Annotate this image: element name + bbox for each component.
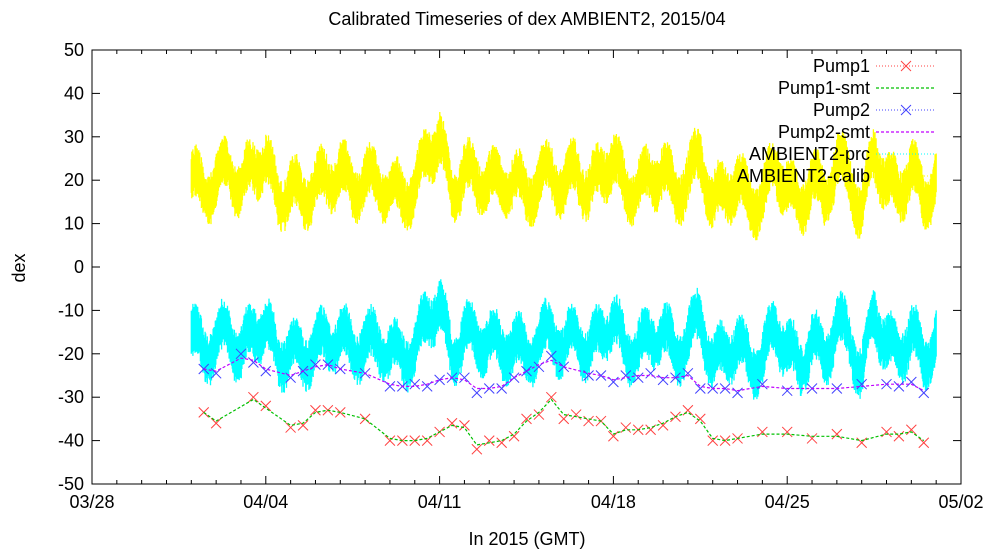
legend-label: Pump2 xyxy=(813,100,870,120)
x-tick-label: 04/11 xyxy=(418,492,462,512)
y-axis-title: dex xyxy=(9,253,29,282)
chart-title: Calibrated Timeseries of dex AMBIENT2, 2… xyxy=(328,9,725,29)
series-ambient2-prc xyxy=(191,279,936,399)
y-tick-label: 50 xyxy=(64,40,84,60)
y-tick-label: 20 xyxy=(64,170,84,190)
y-tick-label: 10 xyxy=(64,214,84,234)
x-tick-label: 05/02 xyxy=(938,492,983,512)
series-band xyxy=(191,279,936,399)
legend-label: Pump1-smt xyxy=(778,78,870,98)
legend-label: Pump1 xyxy=(813,56,870,76)
y-tick-label: -20 xyxy=(58,344,84,364)
y-tick-label: -30 xyxy=(58,387,84,407)
x-tick-label: 04/04 xyxy=(243,492,288,512)
x-axis-title: In 2015 (GMT) xyxy=(468,529,585,549)
y-tick-label: 30 xyxy=(64,127,84,147)
legend-label: AMBIENT2-calib xyxy=(737,166,870,186)
series-pump1 xyxy=(199,392,929,454)
legend-label: Pump2-smt xyxy=(778,122,870,142)
y-tick-label: -10 xyxy=(58,300,84,320)
legend-label: AMBIENT2-prc xyxy=(749,144,870,164)
y-tick-label: -40 xyxy=(58,431,84,451)
x-tick-label: 04/25 xyxy=(765,492,810,512)
x-tick-label: 03/28 xyxy=(69,492,114,512)
y-tick-label: 0 xyxy=(74,257,84,277)
y-tick-label: 40 xyxy=(64,83,84,103)
y-tick-label: -50 xyxy=(58,474,84,494)
x-tick-label: 04/18 xyxy=(591,492,636,512)
